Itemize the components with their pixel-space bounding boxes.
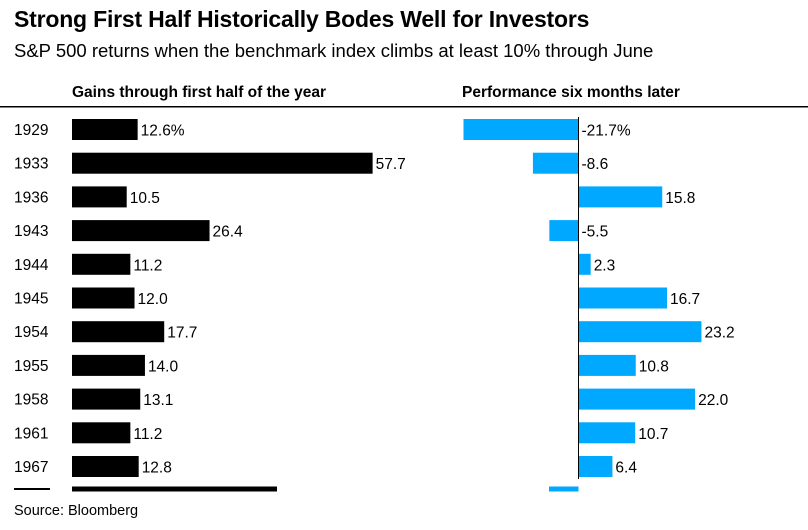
six-month-bar: [578, 253, 591, 275]
chart-title: Strong First Half Historically Bodes Wel…: [14, 6, 590, 32]
right-column-header: Performance six months later: [462, 84, 680, 101]
six-month-bar: [578, 287, 668, 309]
six-month-value-label: -8.6: [582, 156, 609, 173]
six-month-bar: [463, 119, 579, 140]
six-month-bar: [532, 152, 579, 174]
gain-bar: [72, 456, 139, 477]
gain-value-label: 14.0: [148, 358, 179, 375]
six-month-value-label: 22.0: [698, 392, 729, 409]
six-month-bar: [578, 186, 663, 208]
year-label: 1955: [14, 358, 48, 375]
header-rule: [0, 106, 808, 108]
six-month-bar-clipped: [549, 486, 579, 492]
gain-value-label: 11.2: [133, 426, 162, 443]
year-label: 1945: [14, 291, 48, 308]
year-label: 1944: [14, 257, 49, 274]
year-label: 1929: [14, 122, 48, 139]
year-label: 1933: [14, 156, 48, 173]
gain-value-label: 12.6%: [141, 123, 185, 140]
gain-bar: [72, 253, 131, 275]
gain-value-label: 10.5: [130, 190, 160, 207]
six-month-value-label: 2.3: [594, 257, 616, 274]
gain-bar: [72, 422, 131, 444]
six-month-bar: [578, 456, 613, 477]
six-month-value-label: 10.7: [638, 426, 668, 443]
year-label: 1961: [14, 425, 48, 442]
gain-value-label: 12.0: [138, 291, 169, 308]
year-label: 1954: [14, 324, 49, 341]
six-month-value-label: 23.2: [704, 325, 734, 342]
gain-value-label: 57.7: [376, 156, 406, 173]
gain-bar: [72, 186, 127, 208]
chart-subtitle: S&P 500 returns when the benchmark index…: [14, 40, 654, 61]
year-label: 1958: [14, 392, 48, 409]
gain-value-label: 12.8: [142, 460, 172, 477]
source-note: Source: Bloomberg: [14, 503, 139, 519]
gain-value-label: 13.1: [143, 392, 173, 409]
gain-bar: [72, 119, 138, 140]
chart-area: Gains through first half of the year Perf…: [0, 84, 808, 492]
six-month-bar: [578, 321, 702, 343]
year-label-clipped: [14, 488, 50, 490]
six-month-value-label: 15.8: [665, 190, 695, 207]
gain-value-label: 11.2: [133, 257, 162, 274]
gain-value-label: 26.4: [213, 224, 244, 241]
six-month-value-label: -5.5: [582, 224, 609, 241]
gain-bar: [72, 220, 210, 242]
gain-bar-clipped: [72, 486, 277, 492]
six-month-bar: [578, 422, 636, 444]
year-label: 1967: [14, 459, 48, 476]
six-month-bar: [549, 220, 579, 242]
gain-bar: [72, 354, 145, 376]
six-month-value-label: -21.7%: [582, 123, 631, 140]
six-month-bar: [578, 388, 696, 410]
six-month-value-label: 16.7: [670, 291, 700, 308]
gain-bar: [72, 152, 373, 174]
gain-bar: [72, 388, 141, 410]
left-column-header: Gains through first half of the year: [72, 84, 326, 101]
year-label: 1943: [14, 223, 48, 240]
six-month-value-label: 10.8: [639, 358, 669, 375]
six-month-bar: [578, 354, 636, 376]
year-label: 1936: [14, 189, 48, 206]
six-month-value-label: 6.4: [615, 460, 637, 477]
gain-bar: [72, 287, 135, 309]
gain-value-label: 17.7: [167, 325, 197, 342]
gain-bar: [72, 321, 165, 343]
